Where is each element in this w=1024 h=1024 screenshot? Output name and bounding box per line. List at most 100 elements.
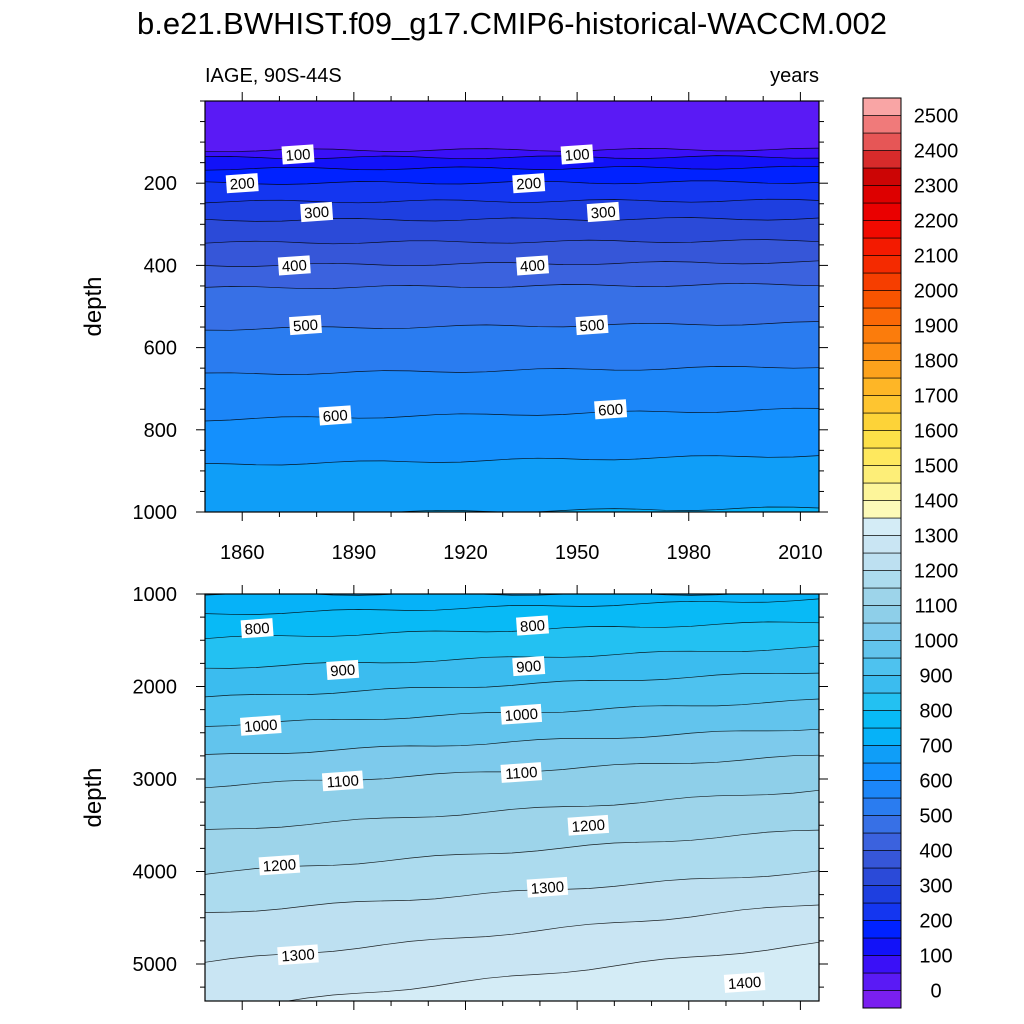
contour-label-box [512,656,546,677]
contour-label: 300 [300,201,334,223]
contour-line [205,598,819,615]
contour-label-box [586,201,620,223]
colorbar-label: 0 [930,981,941,1003]
contour-label-text: 200 [516,175,542,194]
contour-label-box [326,659,360,680]
colorbar-swatch [862,937,902,956]
contour-label-box [240,618,274,639]
y-tick-label: 1000 [133,502,178,524]
colorbar-label: 1700 [914,386,959,408]
colorbar-label: 400 [919,841,952,863]
contour-label: 300 [586,201,620,223]
contour-label: 1100 [500,762,543,783]
colorbar-swatch [862,167,902,186]
colorbar-label: 1400 [914,491,959,513]
figure-title: b.e21.BWHIST.f09_g17.CMIP6-historical-WA… [136,6,887,41]
plot-frame [204,593,820,1002]
contour-label-text: 100 [285,146,311,165]
colorbar-swatch [862,762,902,781]
colorbar-label: 1100 [914,596,957,618]
contour-fill-group [205,594,819,1001]
contour-line [205,282,819,290]
upper-depth-panel: 200 400 600 800 1000 depth 100 100 200 200 300 300 4… [80,65,828,564]
contour-line [205,180,819,185]
colorbar-swatch [862,377,902,396]
contour-label-box [526,876,569,898]
contour-line [205,789,819,830]
contour-label-box [225,173,259,194]
colorbar-frame [862,97,902,1009]
colorbar-swatch [862,412,902,431]
contour-label: 900 [512,656,546,677]
colorbar-swatch [862,640,902,659]
band-fill [205,455,819,512]
contour-label-box [512,173,546,194]
y-tick-label: 3000 [133,769,178,791]
contour-label-box [723,972,766,993]
contour-line [205,870,819,913]
contour-label-box [516,615,549,636]
contour-label: 500 [575,314,609,336]
contour-label: 1200 [567,814,610,836]
contour-label: 1300 [277,944,319,965]
contour-label-box [575,314,609,336]
contour-label-text: 100 [564,146,590,165]
colorbar-swatch [862,97,902,116]
colorbar-swatch [862,745,902,764]
colorbar-swatch [862,220,902,239]
contour-label: 100 [560,144,594,165]
contour-label-box [594,399,628,420]
contour-label-box [500,762,543,783]
colorbar-label: 2000 [914,281,959,303]
units-label: years [770,65,819,87]
colorbar-label: 1800 [914,351,959,373]
y-tick-label: 600 [144,338,177,360]
contour-label-box [567,814,610,836]
colorbar-swatch [862,622,902,641]
colorbar-swatch [862,675,902,694]
colorbar-swatch [862,465,902,484]
contour-label-text: 1200 [262,856,296,875]
colorbar-swatch [862,255,902,274]
contour-label: 1400 [723,972,766,993]
contour-label-text: 1200 [571,817,605,836]
contour-label-text: 500 [292,317,318,336]
contour-label-box [321,770,364,792]
colorbar-label: 2300 [914,176,959,198]
contour-label-box [289,314,322,336]
contour-line [205,455,819,466]
colorbar-label: 1900 [914,316,959,338]
contour-line [205,645,819,669]
contour-label-box [281,144,315,165]
contour-label-box [300,201,334,223]
colorbar-swatch [862,902,902,921]
x-tick-label: 1860 [220,542,265,564]
contour-label-text: 300 [304,204,330,223]
contour-line [205,407,819,422]
colorbar-swatch [862,850,902,869]
colorbar-label: 2500 [914,106,959,128]
contour-label-text: 400 [281,257,307,276]
contour-label-box [560,144,594,165]
contour-fill-group [205,101,819,512]
contour-line [205,366,819,375]
contour-label: 1100 [321,770,364,792]
colorbar-swatch [862,115,902,134]
colorbar: 0 100 200 300 400 500 600 700 800 900 1000 1100 1200… [862,97,959,1009]
contour-label: 1300 [526,876,569,898]
y-tick-label: 4000 [133,862,178,884]
contour-label: 900 [326,659,360,680]
colorbar-swatch [862,605,902,624]
contour-label-text: 1100 [326,772,359,791]
colorbar-swatch [862,727,902,746]
contour-label-text: 600 [322,407,348,426]
contour-label: 1000 [500,703,543,725]
colorbar-swatch [862,587,902,606]
contour-label-text: 500 [579,317,605,336]
contour-label-text: 1000 [504,706,538,725]
contour-label: 800 [516,615,549,636]
contour-line [205,165,819,171]
contour-line [255,506,819,512]
colorbar-swatch [862,430,902,449]
